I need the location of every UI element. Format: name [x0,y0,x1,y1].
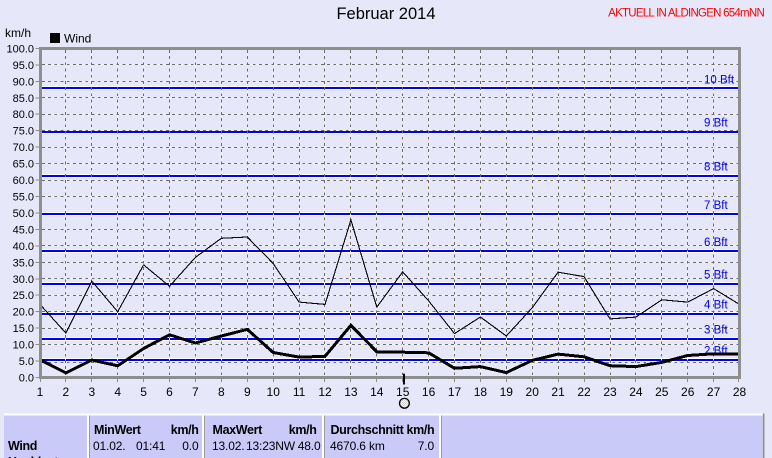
svg-text:5.0: 5.0 [19,356,34,368]
svg-text:18: 18 [474,385,488,399]
svg-text:5: 5 [140,385,147,399]
svg-text:4: 4 [114,385,121,399]
svg-text:19: 19 [500,385,514,399]
svg-text:km/h: km/h [171,423,199,437]
svg-text:Durchschnitt km/h: Durchschnitt km/h [331,423,435,437]
svg-text:1: 1 [37,385,44,399]
svg-text:16: 16 [422,385,436,399]
svg-text:6: 6 [166,385,173,399]
svg-text:20: 20 [526,385,540,399]
svg-text:MinWert: MinWert [94,423,142,437]
svg-text:28: 28 [733,385,747,399]
svg-text:48.0: 48.0 [298,439,321,453]
svg-text:25.0: 25.0 [13,290,34,302]
svg-text:km/h: km/h [5,26,31,40]
svg-text:90.0: 90.0 [13,76,34,88]
svg-text:26: 26 [681,385,695,399]
svg-text:10 Bft: 10 Bft [704,75,735,87]
svg-text:24: 24 [629,385,643,399]
svg-text:4 Bft: 4 Bft [704,300,728,312]
svg-text:55.0: 55.0 [13,192,34,204]
svg-text:22: 22 [577,385,591,399]
svg-text:14: 14 [370,385,384,399]
svg-text:13:23NW: 13:23NW [246,439,296,453]
svg-text:2: 2 [63,385,70,399]
svg-text:13.02.: 13.02. [212,439,244,453]
svg-text:Wind: Wind [64,32,91,46]
svg-text:23: 23 [603,385,617,399]
svg-text:30.0: 30.0 [13,274,34,286]
svg-text:8: 8 [218,385,225,399]
svg-text:7 Bft: 7 Bft [704,200,728,212]
svg-text:9 Bft: 9 Bft [704,118,728,130]
svg-text:11: 11 [293,385,306,399]
svg-text:65.0: 65.0 [13,159,34,171]
svg-text:MaxWert: MaxWert [213,423,264,437]
svg-text:15: 15 [396,385,410,399]
svg-text:0.0: 0.0 [19,373,34,385]
svg-text:80.0: 80.0 [13,109,34,121]
svg-text:5 Bft: 5 Bft [704,270,728,282]
svg-text:25: 25 [655,385,669,399]
svg-text:10.0: 10.0 [13,340,34,352]
svg-text:17: 17 [448,385,462,399]
svg-text:70.0: 70.0 [13,142,34,154]
svg-text:Wind: Wind [8,439,37,453]
svg-text:01.02.: 01.02. [93,439,125,453]
svg-text:2 Bft: 2 Bft [704,346,728,358]
svg-text:9: 9 [244,385,251,399]
svg-text:10: 10 [267,385,281,399]
svg-text:13: 13 [344,385,358,399]
svg-text:7: 7 [192,385,199,399]
svg-text:km/h: km/h [289,423,317,437]
svg-text:100.0: 100.0 [6,43,34,55]
svg-text:35.0: 35.0 [13,257,34,269]
svg-text:20.0: 20.0 [13,307,34,319]
svg-text:21: 21 [551,385,565,399]
svg-text:7.0: 7.0 [418,439,435,453]
svg-text:50.0: 50.0 [13,208,34,220]
svg-text:8 Bft: 8 Bft [704,162,728,174]
svg-text:4670.6 km: 4670.6 km [330,439,385,453]
svg-text:6 Bft: 6 Bft [704,237,728,249]
svg-text:01:41: 01:41 [136,439,166,453]
svg-text:3: 3 [88,385,95,399]
svg-text:60.0: 60.0 [13,175,34,187]
svg-text:Februar 2014: Februar 2014 [336,5,435,23]
svg-text:15.0: 15.0 [13,323,34,335]
svg-text:Hochlast: Hochlast [8,455,59,458]
svg-text:12: 12 [318,385,332,399]
svg-text:0.0: 0.0 [182,439,199,453]
svg-text:45.0: 45.0 [13,224,34,236]
svg-text:AKTUELL IN ALDINGEN 654mNN: AKTUELL IN ALDINGEN 654mNN [608,8,764,20]
svg-text:3 Bft: 3 Bft [704,325,728,337]
svg-text:27: 27 [707,385,721,399]
svg-text:95.0: 95.0 [13,60,34,72]
svg-text:85.0: 85.0 [13,93,34,105]
svg-text:40.0: 40.0 [13,241,34,253]
svg-text:75.0: 75.0 [13,126,34,138]
